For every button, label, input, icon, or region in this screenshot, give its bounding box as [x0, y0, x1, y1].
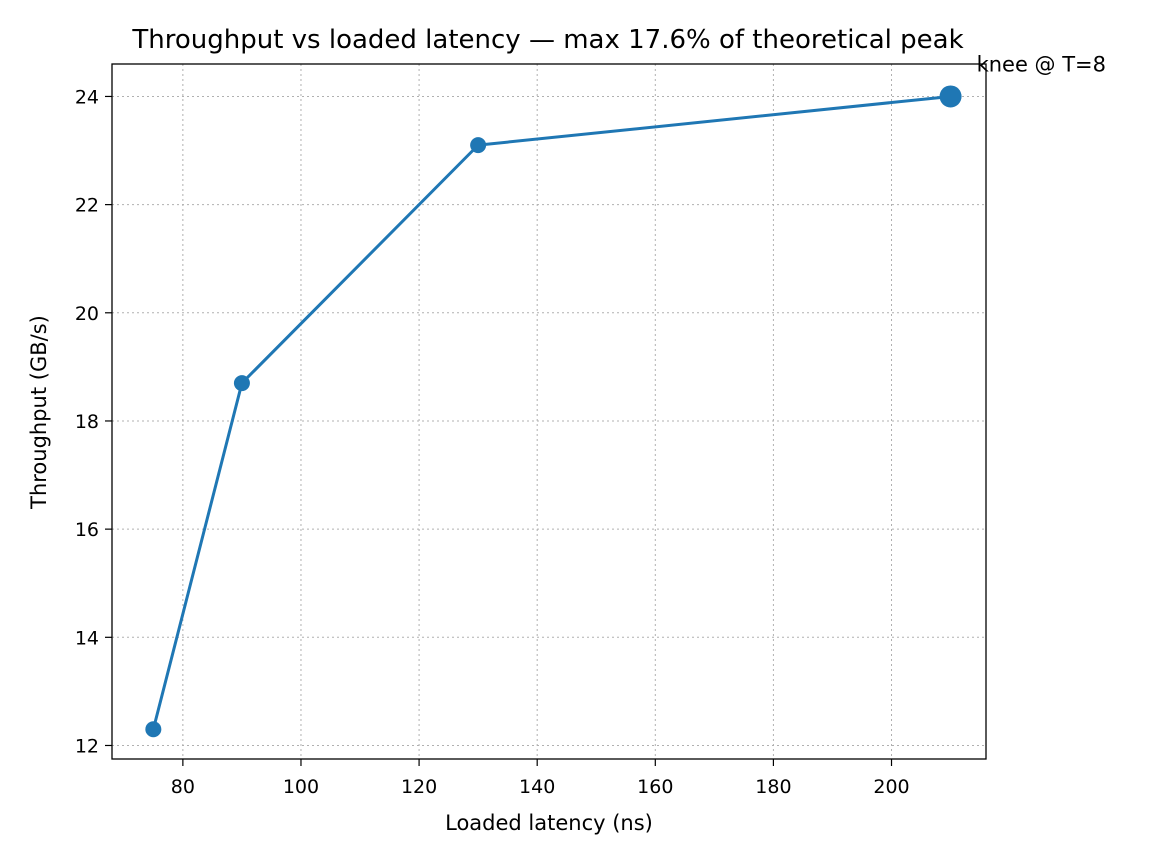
grid [112, 64, 986, 759]
y-tick-label: 24 [75, 86, 99, 108]
x-tick-label: 180 [755, 776, 791, 798]
x-tick-label: 100 [283, 776, 319, 798]
x-axis: 80 100 120 140 160 180 200 [171, 759, 910, 798]
x-tick-label: 80 [171, 776, 195, 798]
y-axis: 12 14 16 18 20 22 24 [75, 86, 112, 757]
data-point [233, 375, 250, 392]
knee-marker [939, 85, 962, 108]
y-tick-label: 20 [75, 303, 99, 325]
knee-annotation: knee @ T=8 [977, 52, 1106, 76]
x-axis-label: Loaded latency (ns) [445, 811, 653, 835]
x-tick-label: 140 [519, 776, 555, 798]
y-tick-label: 22 [75, 195, 99, 217]
y-tick-label: 14 [75, 627, 99, 649]
y-tick-label: 16 [75, 519, 99, 541]
annotations: knee @ T=8 [939, 52, 1106, 108]
chart-title: Throughput vs loaded latency — max 17.6%… [131, 25, 963, 55]
y-tick-label: 18 [75, 411, 99, 433]
x-tick-label: 120 [401, 776, 437, 798]
series-group [145, 88, 959, 738]
series-line [151, 94, 951, 730]
y-tick-label: 12 [75, 735, 99, 757]
data-point [470, 137, 487, 154]
y-axis-label: Throughput (GB/s) [27, 315, 51, 510]
x-tick-label: 200 [873, 776, 909, 798]
x-tick-label: 160 [637, 776, 673, 798]
data-point [145, 721, 162, 738]
plot-area-frame [111, 63, 987, 760]
